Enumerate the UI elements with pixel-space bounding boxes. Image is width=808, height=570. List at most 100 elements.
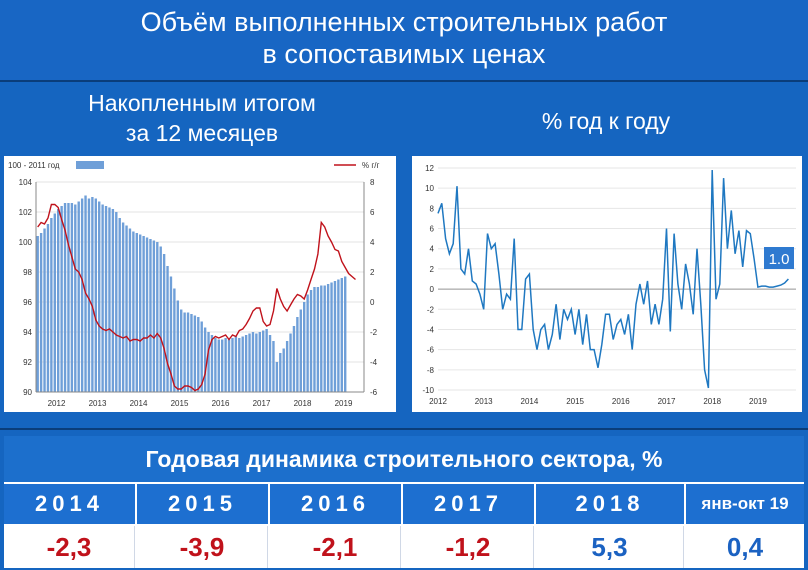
bar bbox=[320, 285, 323, 392]
bar bbox=[231, 338, 234, 392]
cumulative-chart: 100 - 2011 год % г/г 90 92 94 96 98 100 102 104 -6… bbox=[8, 161, 379, 408]
y-tick-label: 6 bbox=[430, 225, 435, 234]
bar bbox=[238, 338, 241, 392]
bar bbox=[309, 290, 313, 392]
x-tick-label: 2014 bbox=[130, 399, 148, 408]
bar bbox=[46, 224, 50, 392]
value-2016: -2,1 bbox=[270, 526, 401, 568]
bar bbox=[149, 239, 152, 392]
bar bbox=[275, 362, 279, 392]
bar bbox=[104, 206, 108, 392]
bar bbox=[63, 203, 67, 392]
cumulative-chart-panel: 100 - 2011 год % г/г 90 92 94 96 98 100 102 104 -6… bbox=[4, 156, 396, 412]
x-tick-label: 2015 bbox=[566, 397, 584, 406]
bar bbox=[132, 231, 135, 392]
bar bbox=[258, 332, 261, 392]
bar bbox=[289, 333, 292, 392]
bar bbox=[292, 326, 296, 392]
left-y-tick-label: 90 bbox=[23, 388, 32, 397]
y-tick-label: -8 bbox=[427, 366, 435, 375]
bar bbox=[115, 212, 118, 392]
bar bbox=[326, 284, 330, 392]
bar bbox=[74, 204, 77, 392]
x-tick-label: 2018 bbox=[294, 399, 312, 408]
bar bbox=[265, 329, 268, 392]
bar bbox=[241, 336, 244, 392]
table-title: Годовая динамика строительного сектора, … bbox=[4, 436, 804, 482]
right-y-tick-label: 0 bbox=[370, 298, 375, 307]
bar bbox=[156, 242, 159, 392]
bar bbox=[221, 339, 224, 392]
x-tick-label: 2012 bbox=[48, 399, 66, 408]
bar bbox=[224, 338, 227, 392]
x-tick-label: 2019 bbox=[749, 397, 767, 406]
bar bbox=[111, 209, 115, 392]
bar bbox=[214, 338, 217, 392]
left-y-tick-label: 92 bbox=[23, 358, 32, 367]
bar bbox=[200, 321, 203, 392]
bar bbox=[183, 312, 186, 392]
bar bbox=[193, 315, 197, 392]
bar bbox=[50, 218, 53, 392]
bar bbox=[285, 341, 289, 392]
bar bbox=[125, 225, 128, 392]
yoy-line-series bbox=[37, 203, 356, 392]
title-divider bbox=[0, 80, 808, 82]
left-subtitle-line-2: за 12 месяцев bbox=[125, 120, 279, 146]
bar bbox=[166, 266, 169, 392]
bar bbox=[234, 336, 238, 392]
y-tick-label: -4 bbox=[427, 325, 435, 334]
bar bbox=[340, 278, 343, 392]
right-y-tick-label: 2 bbox=[370, 268, 375, 277]
y-tick-label: 10 bbox=[425, 184, 434, 193]
bar bbox=[227, 339, 231, 392]
bar bbox=[296, 317, 299, 392]
bar bbox=[176, 300, 179, 392]
bar bbox=[80, 198, 84, 392]
bar bbox=[255, 333, 258, 392]
bar bbox=[135, 233, 138, 392]
y-tick-label: 8 bbox=[430, 204, 435, 213]
bar bbox=[139, 234, 142, 392]
x-tick-label: 2016 bbox=[212, 399, 230, 408]
year-header-jan-oct-19: янв-окт 19 bbox=[686, 484, 804, 524]
bar bbox=[108, 207, 111, 392]
bar bbox=[98, 201, 101, 392]
bar bbox=[203, 327, 207, 392]
bar bbox=[262, 330, 265, 392]
right-y-tick-label: 4 bbox=[370, 238, 375, 247]
left-y-tick-label: 102 bbox=[19, 208, 33, 217]
bar bbox=[152, 240, 156, 392]
bar bbox=[313, 287, 316, 392]
bar bbox=[337, 279, 340, 392]
bar bbox=[279, 353, 282, 392]
value-2017: -1,2 bbox=[403, 526, 534, 568]
bar bbox=[197, 317, 200, 392]
bar bbox=[57, 209, 60, 392]
table-value-row: -2,3 -3,9 -2,1 -1,2 5,3 0,4 bbox=[4, 526, 804, 568]
left-y-tick-label: 100 bbox=[19, 238, 33, 247]
bar bbox=[70, 203, 74, 392]
year-header-2018: 2018 bbox=[536, 484, 684, 524]
bar bbox=[333, 281, 337, 392]
y-tick-label: 2 bbox=[430, 265, 435, 274]
bar bbox=[77, 201, 80, 392]
bar bbox=[43, 228, 46, 392]
bar bbox=[217, 339, 220, 392]
annual-dynamics-table: Годовая динамика строительного сектора, … bbox=[4, 436, 804, 568]
bar bbox=[101, 204, 104, 392]
year-header-2015: 2015 bbox=[137, 484, 268, 524]
legend-bars-label: 100 - 2011 год bbox=[8, 161, 60, 170]
right-y-tick-label: -6 bbox=[370, 388, 378, 397]
value-2014: -2,3 bbox=[4, 526, 135, 568]
left-y-tick-label: 104 bbox=[19, 178, 33, 187]
right-y-tick-label: -4 bbox=[370, 358, 378, 367]
last-value-label: 1.0 bbox=[769, 251, 790, 268]
bar bbox=[303, 302, 306, 392]
left-chart-subtitle: Накопленным итогом за 12 месяцев bbox=[0, 88, 404, 148]
bar bbox=[36, 236, 39, 392]
x-tick-label: 2019 bbox=[335, 399, 353, 408]
value-jan-oct-19: 0,4 bbox=[686, 526, 804, 568]
bar bbox=[268, 335, 272, 392]
value-2018: 5,3 bbox=[536, 526, 684, 568]
